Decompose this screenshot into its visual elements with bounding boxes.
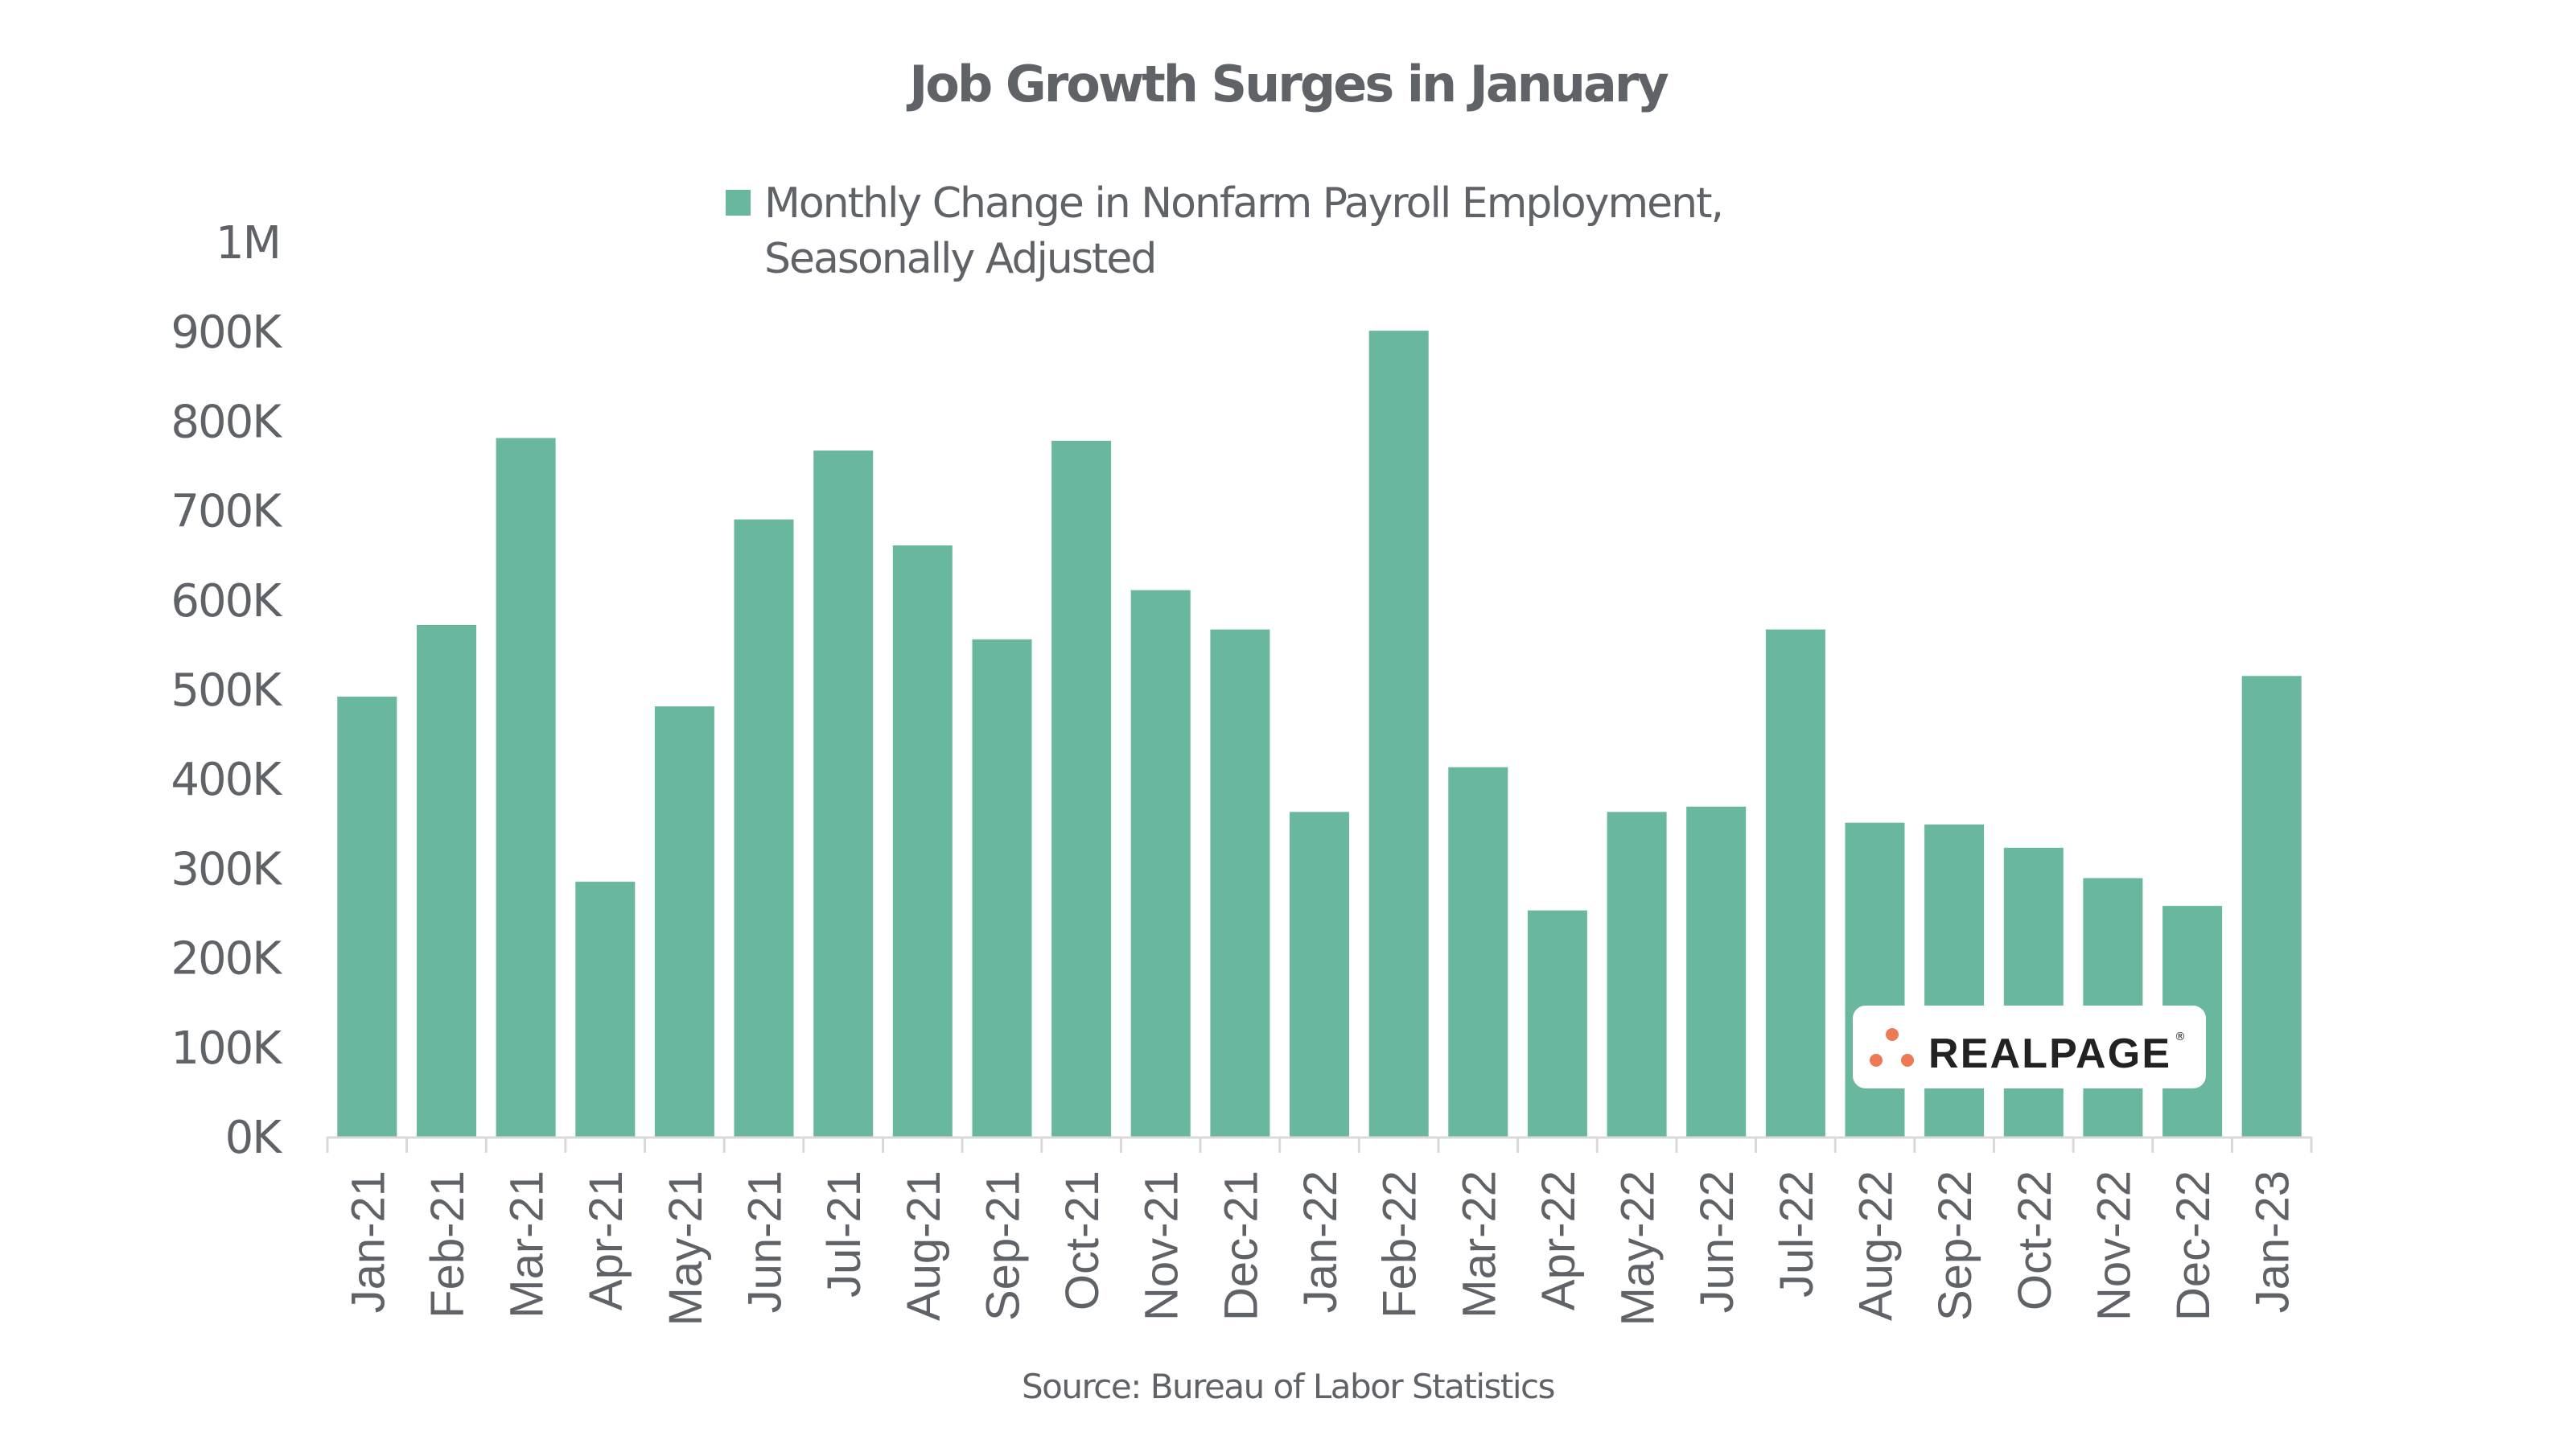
- y-tick-label: 1M: [216, 217, 280, 269]
- y-tick-label: 400K: [171, 754, 282, 806]
- realpage-logo: REALPAGE ®: [1853, 1006, 2206, 1088]
- bar-oct-21: [1051, 440, 1112, 1137]
- bar-sep-21: [972, 639, 1032, 1137]
- x-tick-label: Oct-22: [2009, 1170, 2061, 1310]
- bar-apr-22: [1527, 910, 1587, 1137]
- bar-mar-21: [496, 438, 556, 1137]
- bar-jan-22: [1290, 812, 1349, 1137]
- y-tick-label: 600K: [171, 575, 282, 627]
- x-tick-label: Jul-21: [818, 1170, 870, 1298]
- bar-mar-22: [1448, 767, 1508, 1137]
- bar-jul-22: [1765, 629, 1825, 1137]
- x-tick-label: Feb-22: [1374, 1170, 1426, 1319]
- logo-dot: [1901, 1054, 1914, 1067]
- logo-dot: [1870, 1054, 1883, 1067]
- bar-apr-21: [575, 882, 636, 1137]
- legend-swatch: [726, 190, 751, 216]
- y-axis: 0K 100K 200K 300K 400K 500K 600K 700K 800K 900K 1M: [171, 217, 284, 1164]
- bar-aug-22: [1845, 822, 1905, 1137]
- legend-label-line-1: Monthly Change in Nonfarm Payroll Employ…: [764, 179, 1722, 228]
- logo-dot: [1886, 1028, 1899, 1041]
- x-tick-label: Sep-22: [1929, 1170, 1981, 1321]
- x-tick-label: Jun-22: [1691, 1170, 1743, 1313]
- x-tick-label: Aug-22: [1850, 1170, 1903, 1321]
- bar-dec-21: [1210, 629, 1270, 1137]
- x-tick-label: Jan-21: [342, 1170, 394, 1313]
- legend: Monthly Change in Nonfarm Payroll Employ…: [726, 179, 1724, 283]
- legend-label-line-2: Seasonally Adjusted: [764, 235, 1155, 283]
- x-tick-label: Nov-21: [1136, 1170, 1188, 1321]
- logo-text: REALPAGE: [1928, 1031, 2170, 1077]
- x-tick-label: Mar-22: [1453, 1170, 1505, 1319]
- bar-jan-23: [2241, 676, 2302, 1137]
- x-tick-label: Dec-22: [2167, 1170, 2220, 1321]
- bar-may-22: [1607, 812, 1667, 1137]
- x-tick-label: Jan-23: [2247, 1170, 2299, 1313]
- bar-nov-21: [1130, 590, 1191, 1137]
- bar-jul-21: [813, 450, 874, 1137]
- logo-background: [1853, 1006, 2206, 1088]
- bar-jan-21: [337, 696, 397, 1137]
- x-tick-label: Dec-21: [1215, 1170, 1267, 1321]
- bar-oct-22: [2003, 847, 2064, 1137]
- x-tick-label: Sep-21: [977, 1170, 1029, 1321]
- x-tick-label: Jan-22: [1294, 1170, 1347, 1313]
- y-tick-label: 300K: [171, 843, 282, 895]
- y-tick-label: 0K: [225, 1112, 283, 1164]
- x-axis: Jan-21 Feb-21 Mar-21 Apr-21 May-21 Jun-21 Jul-…: [326, 1136, 2313, 1326]
- y-tick-label: 100K: [171, 1022, 282, 1075]
- x-tick-label: May-22: [1612, 1170, 1665, 1326]
- y-tick-label: 900K: [171, 306, 282, 359]
- three-dots-icon: [1870, 1028, 1914, 1067]
- bars: [337, 331, 2302, 1138]
- x-tick-label: Apr-21: [580, 1170, 632, 1310]
- y-tick-label: 700K: [171, 486, 282, 538]
- chart-title: Job Growth Surges in January: [906, 55, 1669, 113]
- x-tick-label: Aug-21: [898, 1170, 950, 1321]
- source-note: Source: Bureau of Labor Statistics: [1022, 1367, 1554, 1406]
- x-tick-label: Jun-21: [739, 1170, 792, 1313]
- x-tick-label: Feb-21: [422, 1170, 474, 1319]
- bar-feb-21: [417, 624, 476, 1137]
- y-tick-label: 500K: [171, 664, 282, 717]
- bar-feb-22: [1368, 331, 1429, 1138]
- bar-sep-22: [1924, 824, 1985, 1137]
- x-tick-label: Apr-22: [1533, 1170, 1585, 1310]
- bar-aug-21: [892, 545, 953, 1137]
- y-tick-label: 200K: [171, 933, 282, 985]
- bar-jun-22: [1686, 806, 1747, 1137]
- bar-jun-21: [734, 519, 794, 1137]
- x-tick-label: Nov-22: [2088, 1170, 2140, 1321]
- x-tick-label: Jul-22: [1771, 1170, 1823, 1298]
- y-tick-label: 800K: [171, 396, 282, 448]
- x-tick-label: May-21: [660, 1170, 712, 1326]
- logo-registered-mark: ®: [2175, 1031, 2186, 1043]
- x-tick-label: Oct-21: [1056, 1170, 1109, 1310]
- x-tick-label: Mar-21: [501, 1170, 553, 1319]
- bar-may-21: [654, 706, 714, 1137]
